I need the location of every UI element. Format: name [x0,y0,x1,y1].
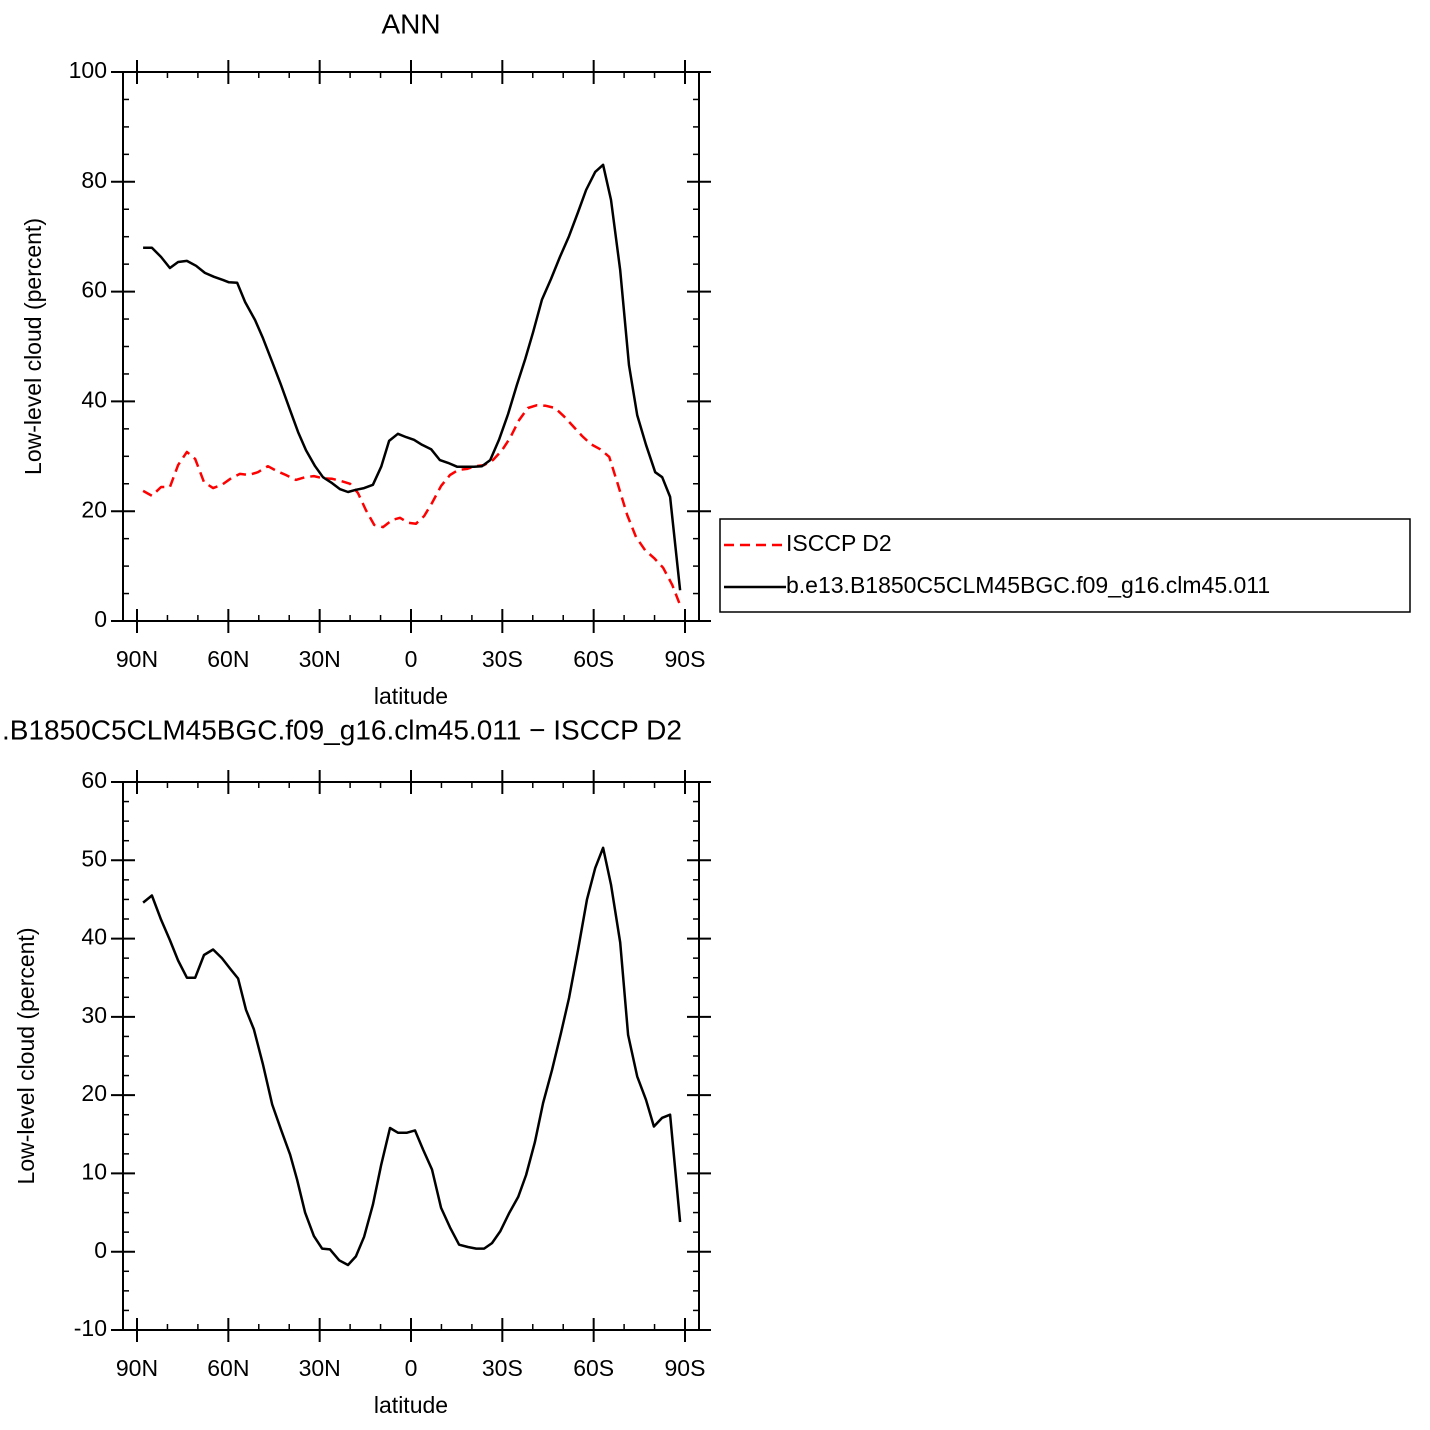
y-tick-label: 60 [81,767,107,793]
x-tick-label: 90N [116,1355,158,1381]
y-tick-label: 10 [81,1159,107,1185]
data-line [143,163,682,591]
y-tick-label: -10 [74,1315,107,1341]
y-axis-label: Low-level cloud (percent) [20,218,46,475]
legend-label: b.e13.B1850C5CLM45BGC.f09_g16.clm45.011 [786,572,1270,598]
x-tick-label: 30N [299,1355,341,1381]
y-tick-label: 40 [81,386,107,412]
x-tick-label: 30S [482,1355,523,1381]
y-tick-label: 30 [81,1002,107,1028]
legend-label: ISCCP D2 [786,530,892,556]
x-tick-label: 60S [573,1355,614,1381]
y-tick-label: 20 [81,1080,107,1106]
x-tick-label: 90N [116,646,158,672]
x-tick-label: 90S [665,646,706,672]
x-tick-label: 60N [207,646,249,672]
y-tick-label: 40 [81,924,107,950]
y-tick-label: 60 [81,277,107,303]
plot-frame [122,71,700,622]
x-tick-label: 0 [405,646,418,672]
x-axis-label: latitude [374,1392,448,1418]
data-line [142,403,682,606]
legend-box [719,518,1411,613]
x-tick-label: 60N [207,1355,249,1381]
x-tick-label: 30S [482,646,523,672]
y-axis-label: Low-level cloud (percent) [13,928,39,1185]
data-line [142,846,682,1267]
x-tick-label: 30N [299,646,341,672]
chart-title: ANN [381,8,440,39]
x-tick-label: 60S [573,646,614,672]
x-tick-label: 0 [405,1355,418,1381]
y-tick-label: 0 [94,1237,107,1263]
y-tick-label: 50 [81,845,107,871]
y-tick-label: 100 [69,57,107,83]
y-tick-label: 0 [94,606,107,632]
y-tick-label: 80 [81,167,107,193]
plot-frame [122,781,700,1331]
x-axis-label: latitude [374,683,448,709]
chart-title: .B1850C5CLM45BGC.f09_g16.clm45.011 − ISC… [2,714,682,745]
y-tick-label: 20 [81,496,107,522]
x-tick-label: 90S [665,1355,706,1381]
